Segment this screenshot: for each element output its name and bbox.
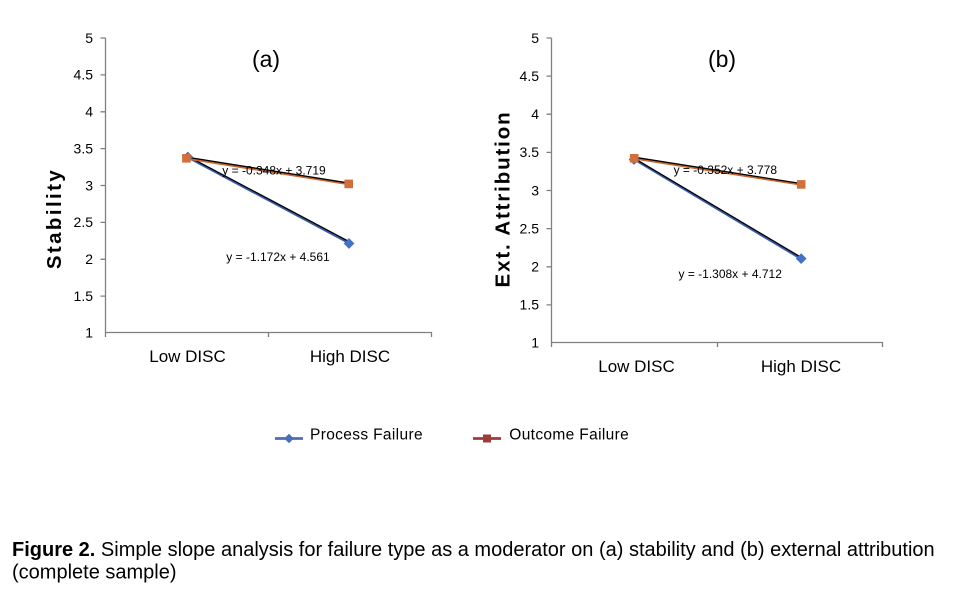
svg-text:2.5: 2.5: [520, 220, 540, 236]
svg-text:1.5: 1.5: [520, 297, 540, 313]
svg-text:(complete sample): (complete sample): [12, 562, 177, 584]
svg-text:High DISC: High DISC: [310, 347, 390, 366]
svg-text:1.5: 1.5: [74, 288, 94, 304]
svg-text:High DISC: High DISC: [761, 357, 841, 376]
svg-text:Figure 2. Simple slope analysi: Figure 2. Simple slope analysis for fail…: [12, 539, 935, 561]
svg-text:3.5: 3.5: [74, 140, 94, 156]
svg-text:(a): (a): [252, 46, 280, 72]
svg-text:3: 3: [531, 182, 539, 198]
svg-text:y = -1.172x + 4.561: y = -1.172x + 4.561: [226, 250, 330, 264]
svg-text:3.5: 3.5: [520, 144, 540, 160]
svg-text:4.5: 4.5: [74, 67, 94, 83]
svg-text:1: 1: [85, 324, 93, 340]
svg-text:y = -0.348x + 3.719: y = -0.348x + 3.719: [222, 163, 326, 177]
svg-text:2: 2: [85, 251, 93, 267]
svg-text:Outcome Failure: Outcome Failure: [509, 426, 629, 443]
svg-text:y = -0.352x + 3.778: y = -0.352x + 3.778: [674, 163, 778, 177]
svg-text:4: 4: [85, 104, 93, 120]
svg-text:3: 3: [85, 177, 93, 193]
svg-text:2: 2: [531, 259, 539, 275]
svg-text:Stability: Stability: [43, 168, 66, 269]
svg-text:1: 1: [531, 334, 539, 350]
svg-text:Low DISC: Low DISC: [598, 357, 675, 376]
svg-text:Process Failure: Process Failure: [310, 426, 423, 443]
svg-text:Ext. Attribution: Ext. Attribution: [492, 111, 515, 288]
svg-text:Low DISC: Low DISC: [149, 347, 226, 366]
svg-text:4: 4: [531, 106, 539, 122]
svg-text:5: 5: [531, 30, 539, 46]
svg-text:2.5: 2.5: [74, 214, 94, 230]
svg-text:y = -1.308x + 4.712: y = -1.308x + 4.712: [678, 267, 782, 281]
svg-text:(b): (b): [708, 46, 736, 72]
svg-text:5: 5: [85, 30, 93, 46]
svg-text:4.5: 4.5: [520, 68, 540, 84]
